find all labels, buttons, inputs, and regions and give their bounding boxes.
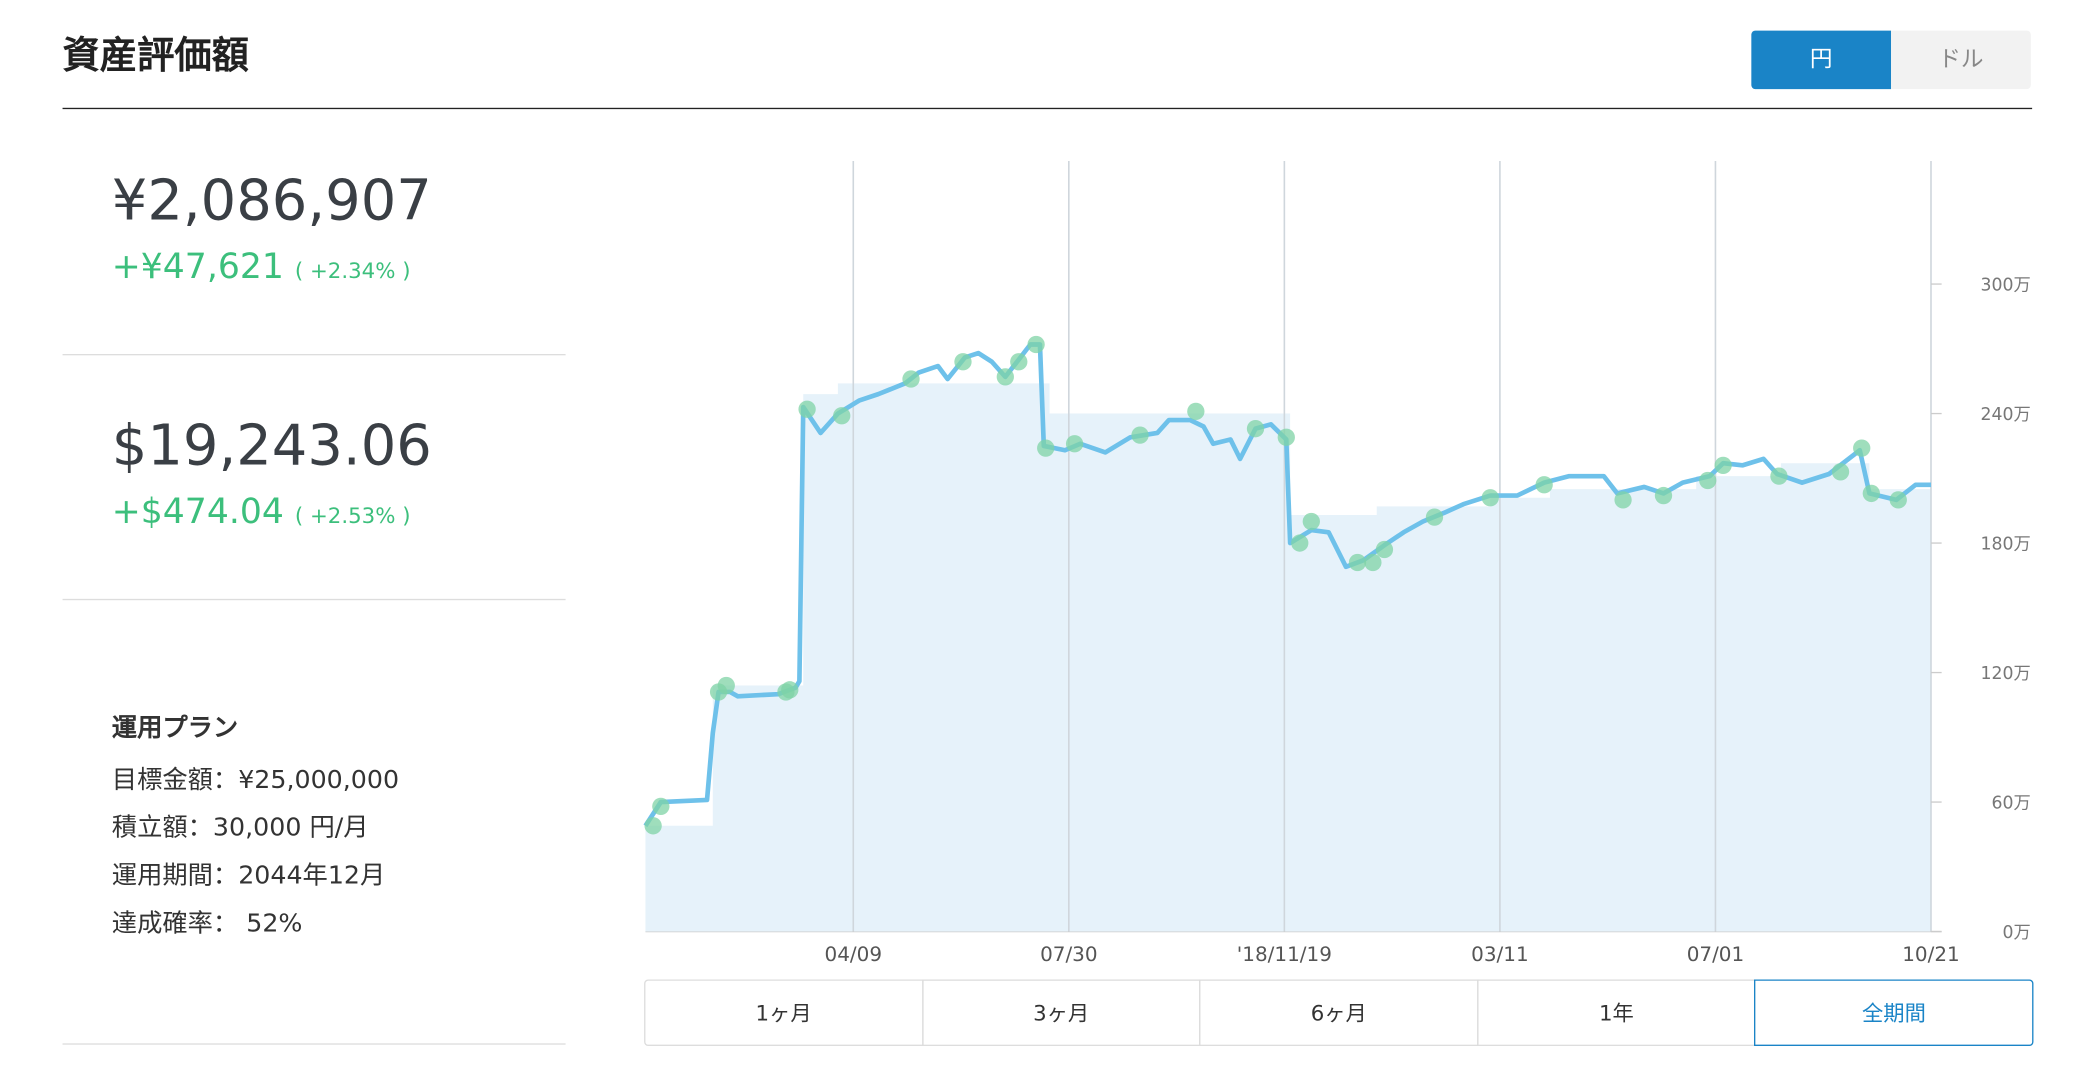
marker — [1037, 439, 1055, 457]
change-percent: ( +2.53% ) — [294, 503, 411, 529]
marker — [902, 370, 920, 388]
amount: ¥2,086,907 — [111, 167, 432, 233]
x-tick-label: '18/11/19 — [1237, 942, 1332, 966]
amount: $19,243.06 — [111, 412, 432, 478]
marker — [1831, 463, 1850, 481]
range-button[interactable]: 1ヶ月 — [644, 979, 924, 1047]
marker — [1770, 467, 1788, 485]
y-tick-label: 120万 — [1980, 664, 2030, 684]
change: +¥47,621 ( +2.34% ) — [112, 248, 411, 288]
marker — [1614, 491, 1632, 509]
change-value: +¥47,621 — [111, 247, 284, 288]
marker — [1535, 476, 1553, 494]
page-title: 資産評価額 — [62, 33, 249, 78]
y-tick-label: 60万 — [1991, 794, 2030, 814]
change-value: +$474.04 — [111, 492, 284, 533]
y-tick-label: 180万 — [1980, 535, 2030, 555]
marker — [1364, 553, 1382, 572]
marker — [798, 400, 816, 418]
plan-line: 運用期間：2044年12月 — [111, 861, 386, 891]
range-button[interactable]: 1年 — [1476, 979, 1756, 1047]
range-button[interactable]: 全期間 — [1754, 979, 2034, 1047]
chart: 04/09 07/30 '18/11/19 03/11 07/01 10/21 0万 60万 1… — [643, 161, 2031, 966]
marker — [1027, 335, 1045, 354]
marker — [996, 368, 1014, 386]
plan-line: 積立額：30,000 円/月 — [111, 813, 369, 843]
marker — [781, 681, 799, 699]
marker — [652, 797, 670, 816]
change: +$474.04 ( +2.53% ) — [112, 492, 411, 532]
area — [645, 383, 1931, 932]
marker — [1853, 439, 1871, 457]
marker — [1131, 426, 1149, 444]
separator — [62, 598, 566, 601]
marker — [1277, 428, 1295, 446]
range-button[interactable]: 3ヶ月 — [921, 979, 1201, 1047]
x-tick-label: 07/30 — [1040, 942, 1098, 966]
marker — [1302, 512, 1320, 531]
x-tick-label: 03/11 — [1471, 942, 1529, 966]
marker — [1246, 420, 1265, 438]
marker — [833, 407, 851, 425]
change-percent: ( +2.34% ) — [294, 258, 411, 284]
separator — [62, 1043, 566, 1045]
separator — [62, 353, 566, 356]
plan-line: 達成確率： 52% — [111, 908, 303, 939]
y-tick-label: 0万 — [2002, 923, 2030, 943]
marker — [1291, 534, 1309, 552]
marker — [1010, 353, 1028, 371]
marker — [1699, 471, 1717, 490]
plan-line: 目標金額：¥25,000,000 — [111, 765, 400, 795]
range-button[interactable]: 6ヶ月 — [1199, 979, 1479, 1047]
marker — [1714, 456, 1732, 475]
marker — [1187, 402, 1205, 421]
toggle-yen[interactable]: 円 — [1751, 30, 1892, 90]
marker — [644, 817, 662, 835]
marker — [1481, 489, 1499, 507]
marker — [1065, 435, 1084, 453]
marker — [1348, 553, 1367, 572]
x-tick-label: 07/01 — [1687, 942, 1745, 966]
x-tick-label: 04/09 — [825, 942, 883, 966]
y-tick-label: 300万 — [1980, 276, 2030, 296]
y-tick-label: 240万 — [1980, 405, 2030, 425]
marker — [717, 676, 735, 695]
marker — [1889, 491, 1907, 509]
rule — [62, 107, 2033, 110]
marker — [1375, 540, 1394, 559]
toggle-dollar[interactable]: ドル — [1891, 30, 2031, 90]
marker — [1425, 508, 1444, 526]
plan-title: 運用プラン — [111, 713, 239, 743]
marker — [954, 353, 972, 371]
marker — [1654, 486, 1673, 505]
x-tick-label: 10/21 — [1902, 942, 1960, 966]
marker — [1862, 484, 1880, 503]
